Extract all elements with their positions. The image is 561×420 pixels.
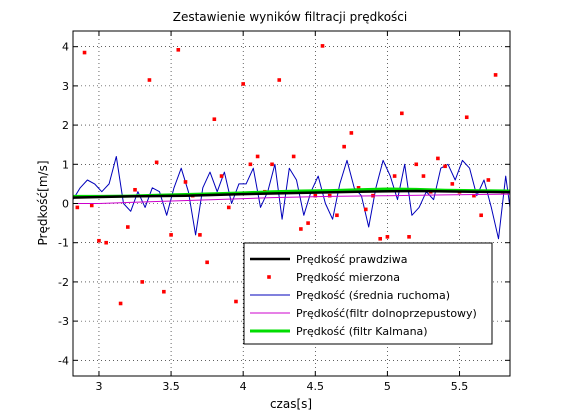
series-line-0 [73, 189, 510, 199]
data-point [205, 260, 209, 265]
series-line-3 [73, 193, 510, 204]
legend-entry-label: Prędkość(filtr dolnoprzepustowy) [296, 307, 477, 320]
data-point [154, 160, 159, 165]
y-tick-label: -2 [58, 276, 69, 289]
data-point [270, 162, 274, 167]
data-point [407, 235, 411, 239]
data-point [479, 213, 483, 218]
data-point [320, 44, 325, 48]
x-tick-label: 5 [384, 380, 391, 393]
data-point [327, 193, 332, 198]
data-point [356, 186, 361, 190]
data-point [392, 174, 397, 178]
data-point [400, 111, 404, 116]
y-axis-label: Prędkość[m/s] [36, 160, 50, 245]
x-tick-label: 3.5 [162, 380, 180, 393]
data-point [464, 115, 469, 120]
data-point [169, 233, 173, 237]
y-axis: -4 -3 -2 -1 0 1 2 3 4 [58, 41, 510, 367]
data-point [313, 193, 318, 198]
data-point [126, 225, 130, 229]
data-point [306, 221, 310, 225]
x-tick-label: 4.5 [307, 380, 325, 393]
legend-entry-label: Prędkość prawdziwa [296, 253, 408, 266]
y-tick-label: 1 [62, 158, 69, 171]
y-tick-label: 0 [62, 198, 69, 211]
data-point [493, 73, 498, 77]
data-point [248, 162, 253, 167]
data-point [89, 203, 94, 208]
legend-entry-label: Prędkość (filtr Kalmana) [296, 325, 428, 338]
data-point [226, 205, 231, 210]
data-point [97, 238, 101, 243]
y-tick-label: 2 [62, 119, 69, 132]
data-point [385, 235, 390, 239]
legend-entry-label: Prędkość (średnia ruchoma) [296, 289, 450, 302]
x-axis: 3 3.5 4 4.5 5 5.5 [95, 31, 468, 393]
y-tick-label: 3 [62, 80, 69, 93]
data-point [118, 301, 123, 306]
x-tick-label: 5.5 [451, 380, 469, 393]
data-point [436, 156, 440, 161]
data-point [198, 233, 202, 237]
data-point [176, 48, 181, 52]
x-tick-label: 4 [240, 380, 247, 393]
data-point [450, 182, 455, 186]
data-point [104, 240, 108, 245]
legend-entry-label: Prędkość mierzona [296, 271, 400, 284]
data-point [219, 174, 224, 178]
data-point [378, 236, 382, 241]
data-point [486, 178, 491, 182]
data-point [82, 50, 87, 55]
series-measured-markers [75, 44, 505, 306]
data-point [75, 205, 80, 210]
y-tick-label: -1 [58, 237, 69, 250]
y-tick-label: -4 [58, 354, 69, 367]
legend: Prędkość prawdziwa Prędkość mierzona Prędk… [243, 242, 493, 345]
data-point [414, 162, 419, 167]
x-axis-label: czas[s] [270, 397, 312, 411]
data-point [277, 78, 282, 82]
data-point [255, 154, 260, 159]
data-point [212, 117, 217, 122]
data-point [342, 144, 346, 149]
data-point [299, 227, 303, 231]
plot-area [73, 44, 510, 306]
x-tick-label: 3 [95, 380, 102, 393]
data-point [147, 78, 152, 82]
data-point [363, 207, 368, 212]
data-point [443, 164, 447, 169]
data-point [162, 289, 166, 294]
data-point [349, 131, 354, 135]
data-point [140, 280, 145, 284]
data-point [472, 193, 476, 198]
y-tick-label: 4 [62, 41, 69, 54]
series-line-2 [73, 156, 510, 240]
data-point [421, 174, 426, 178]
y-tick-label: -3 [58, 315, 69, 328]
chart-title: Zestawienie wyników filtracji prędkości [173, 10, 408, 24]
data-point [133, 187, 137, 192]
data-point [291, 154, 296, 159]
data-point [335, 213, 339, 218]
data-point [183, 180, 188, 184]
legend-marker-measured [267, 275, 271, 279]
data-point [241, 82, 245, 86]
data-point [234, 299, 238, 304]
